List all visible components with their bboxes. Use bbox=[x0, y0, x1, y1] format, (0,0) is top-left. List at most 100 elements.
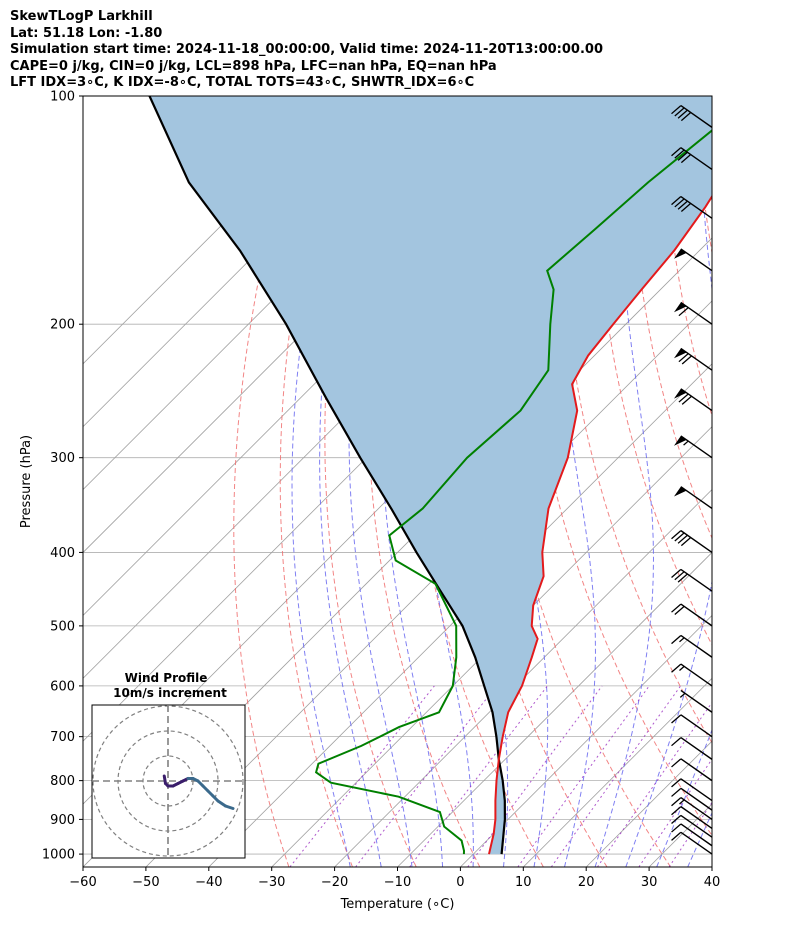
x-axis-label: Temperature (∘C) bbox=[340, 897, 455, 912]
barb-full bbox=[674, 198, 685, 208]
wind-barb bbox=[671, 778, 713, 802]
isotherm-line bbox=[397, 551, 712, 867]
x-tick-label: −20 bbox=[321, 875, 348, 890]
x-tick-label: −60 bbox=[69, 875, 96, 890]
barb-staff bbox=[680, 758, 713, 782]
isotherm-line bbox=[460, 614, 712, 867]
barb-full bbox=[671, 196, 682, 206]
barb-flag bbox=[673, 486, 687, 497]
barb-full bbox=[671, 568, 682, 578]
barb-flag bbox=[673, 348, 687, 359]
wind-barb bbox=[671, 663, 713, 687]
wind-barb bbox=[671, 787, 713, 811]
wind-barb bbox=[673, 248, 713, 272]
barb-flag bbox=[673, 388, 687, 399]
dry-adiabat bbox=[487, 96, 672, 867]
barb-full bbox=[671, 758, 682, 768]
y-tick-label: 1000 bbox=[42, 848, 75, 863]
barb-staff bbox=[680, 778, 713, 802]
barb-full bbox=[677, 573, 688, 583]
wind-barb bbox=[673, 301, 713, 325]
x-tick-label: −30 bbox=[258, 875, 285, 890]
y-tick-label: 700 bbox=[50, 730, 75, 745]
mixing-ratio-line bbox=[550, 685, 682, 867]
barb-staff bbox=[680, 831, 713, 855]
wind-barb bbox=[671, 823, 713, 847]
hodograph-area bbox=[92, 705, 245, 858]
moist-adiabat bbox=[656, 728, 712, 867]
barb-full bbox=[671, 806, 682, 816]
wind-barb bbox=[671, 634, 713, 658]
x-tick-label: −40 bbox=[195, 875, 222, 890]
mixing-ratio-line bbox=[596, 701, 712, 867]
barb-half bbox=[683, 440, 689, 446]
hodograph-trace bbox=[216, 799, 227, 808]
barb-full bbox=[671, 714, 682, 724]
wind-barb bbox=[679, 689, 713, 713]
barb-staff bbox=[680, 806, 713, 829]
barb-staff bbox=[680, 814, 713, 838]
barb-full bbox=[674, 149, 685, 159]
wind-barb bbox=[671, 758, 713, 782]
barb-full bbox=[681, 355, 692, 365]
barb-full bbox=[678, 393, 689, 403]
title-line-3: Simulation start time: 2024-11-18_00:00:… bbox=[10, 42, 603, 57]
moist-adiabat bbox=[415, 96, 474, 867]
y-tick-label: 800 bbox=[50, 774, 75, 789]
mixing-ratio-line bbox=[289, 685, 435, 867]
barb-staff bbox=[680, 568, 713, 592]
temperature-line bbox=[488, 194, 712, 855]
dry-adiabat bbox=[729, 96, 794, 867]
y-axis-label: Pressure (hPa) bbox=[19, 435, 34, 528]
barb-staff bbox=[680, 797, 713, 820]
barb-staff bbox=[680, 435, 713, 459]
hodograph-subtitle: 10m/s increment bbox=[113, 686, 227, 700]
wind-barb bbox=[673, 486, 713, 510]
wind-barb bbox=[673, 347, 713, 371]
isotherm-line bbox=[775, 96, 794, 867]
barb-staff bbox=[680, 634, 713, 658]
wind-barb bbox=[671, 831, 713, 855]
barb-staff bbox=[680, 347, 713, 371]
barb-flag bbox=[673, 435, 687, 446]
mixing-ratio-line bbox=[355, 685, 497, 867]
wind-barb bbox=[671, 806, 713, 829]
barb-staff bbox=[680, 248, 713, 272]
barb-staff bbox=[680, 823, 713, 847]
barb-staff bbox=[680, 603, 713, 627]
barb-full bbox=[677, 534, 688, 544]
moist-adiabat bbox=[625, 96, 712, 867]
barb-full bbox=[680, 202, 692, 213]
barb-full bbox=[674, 605, 685, 615]
x-tick-label: 40 bbox=[704, 875, 721, 890]
y-tick-label: 900 bbox=[50, 813, 75, 828]
barb-full bbox=[671, 634, 682, 645]
y-tick-label: 200 bbox=[50, 318, 75, 333]
barb-full bbox=[680, 111, 692, 122]
title-line-2: Lat: 51.18 Lon: -1.80 bbox=[10, 25, 163, 41]
isotherm-line bbox=[334, 489, 712, 867]
wind-barb bbox=[671, 714, 713, 738]
barb-full bbox=[671, 831, 682, 841]
wind-barb bbox=[671, 105, 713, 128]
wind-barb bbox=[673, 388, 713, 412]
barb-flag bbox=[673, 302, 687, 313]
y-tick-label: 500 bbox=[50, 619, 75, 634]
barb-half bbox=[679, 637, 685, 643]
barb-full bbox=[674, 571, 685, 581]
barb-staff bbox=[680, 787, 713, 811]
barb-full bbox=[671, 814, 682, 825]
parcel-profile-line bbox=[148, 96, 507, 855]
barb-full bbox=[677, 151, 688, 161]
barb-full bbox=[674, 532, 685, 542]
barb-full bbox=[677, 200, 688, 210]
barb-full bbox=[677, 109, 688, 119]
barb-staff bbox=[680, 388, 713, 412]
hodograph-title: Wind Profile bbox=[125, 671, 208, 685]
barb-full bbox=[671, 778, 682, 788]
x-tick-label: 10 bbox=[515, 875, 532, 890]
x-tick-label: 0 bbox=[456, 875, 464, 890]
isotherm-line bbox=[208, 363, 712, 867]
dry-adiabat bbox=[279, 96, 353, 867]
